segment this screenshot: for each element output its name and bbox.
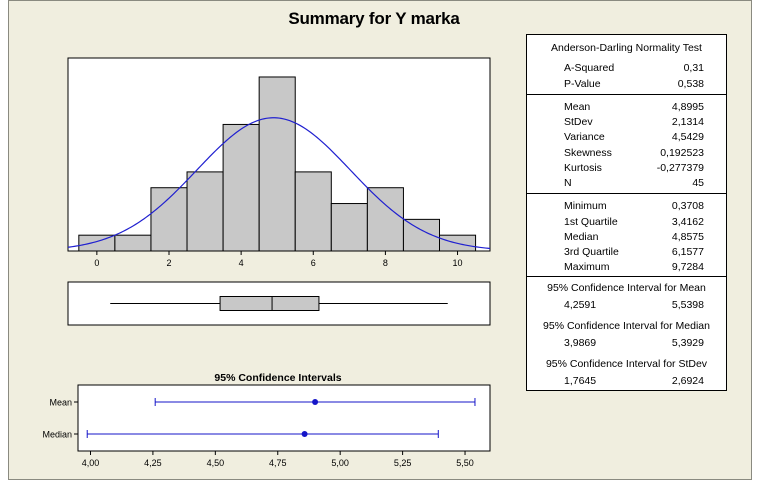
histogram-x-tick-label: 8 [383, 258, 388, 268]
normality-test-section: Anderson-Darling Normality Test A-Square… [527, 35, 726, 94]
ci-median-section: 95% Confidence Interval for Median 3,986… [527, 314, 726, 352]
stat-label: 3rd Quartile [564, 246, 619, 258]
stat-label: Kurtosis [564, 162, 602, 174]
stat-label: N [564, 177, 572, 189]
ci-mean-section: 95% Confidence Interval for Mean 4,2591 … [527, 276, 726, 315]
stat-row: 4,2591 5,5398 [527, 298, 726, 313]
stat-value: 4,5429 [671, 131, 704, 143]
normal-fit-curve [67, 117, 491, 250]
summary-panel: Summary for Y marka 0 2 4 6 8 10 95% Confiden… [8, 0, 752, 480]
histogram-bar [258, 76, 296, 252]
histogram-bar [222, 123, 260, 252]
stat-value: 0,538 [677, 78, 704, 90]
stat-value: 4,8575 [671, 231, 704, 243]
boxplot-chart [67, 281, 491, 326]
stat-row: Maximum 9,7284 [527, 260, 726, 275]
ci-mean-title: 95% Confidence Interval for Mean [547, 282, 706, 294]
ci-chart-title: 95% Confidence Intervals [214, 372, 341, 384]
stat-label: Mean [564, 101, 591, 113]
ci-median-title: 95% Confidence Interval for Median [543, 320, 710, 332]
stat-row: A-Squared 0,31 [527, 61, 726, 76]
stat-value: -0,277379 [656, 162, 704, 174]
ci-x-tick-label: 4,75 [269, 458, 287, 468]
boxplot-box [219, 296, 320, 311]
stat-row: Variance 4,5429 [527, 130, 726, 145]
ci-x-tick-label: 4,50 [207, 458, 225, 468]
ci-x-tick-label: 5,50 [456, 458, 474, 468]
stat-label: Maximum [564, 261, 610, 273]
ci-x-tick-label: 4,00 [82, 458, 100, 468]
stat-value: 0,192523 [660, 147, 704, 159]
histogram-chart: 0 2 4 6 8 10 [67, 57, 491, 268]
stat-row: Mean 4,8995 [527, 100, 726, 115]
quartiles-section: Minimum 0,3708 1st Quartile 3,4162 Media… [527, 193, 726, 277]
histogram-bar [294, 171, 332, 252]
histogram-bar [366, 187, 404, 252]
stat-row: Minimum 0,3708 [527, 199, 726, 214]
stat-label: Variance [564, 131, 605, 143]
ci-center-point [301, 431, 308, 437]
ci-x-tick-label: 5,25 [394, 458, 412, 468]
histogram-x-tick-label: 10 [453, 258, 463, 268]
stat-row: StDev 2,1314 [527, 115, 726, 130]
stat-label: P-Value [564, 78, 601, 90]
histogram-bar [114, 234, 152, 252]
ci-low-value: 4,2591 [564, 299, 597, 311]
ci-x-tick-label: 4,25 [144, 458, 162, 468]
ci-row-label: Median [42, 430, 72, 440]
ci-row-label: Mean [49, 398, 72, 408]
ci-stdev-title: 95% Confidence Interval for StDev [545, 358, 708, 370]
stat-label: 1st Quartile [564, 216, 618, 228]
stat-row: 3,9869 5,3929 [527, 336, 726, 351]
stat-row: P-Value 0,538 [527, 77, 726, 92]
ci-high-value: 5,3929 [671, 337, 704, 349]
stat-value: 3,4162 [671, 216, 704, 228]
stat-row: 1,7645 2,6924 [527, 374, 726, 389]
ci-x-tick-label: 5,00 [331, 458, 349, 468]
stat-label: StDev [564, 116, 593, 128]
stat-row: Kurtosis -0,277379 [527, 161, 726, 176]
histogram-x-tick-label: 0 [94, 258, 99, 268]
ci-plot-area [77, 384, 491, 452]
stat-value: 4,8995 [671, 101, 704, 113]
ci-stdev-section: 95% Confidence Interval for StDev 1,7645… [527, 352, 726, 390]
stat-label: Skewness [564, 147, 612, 159]
ci-high-value: 5,5398 [671, 299, 704, 311]
ci-high-value: 2,6924 [671, 375, 704, 387]
ci-center-point [312, 399, 319, 405]
stat-row: 1st Quartile 3,4162 [527, 215, 726, 230]
stat-row: N 45 [527, 176, 726, 191]
ci-low-value: 3,9869 [564, 337, 597, 349]
stat-row: 3rd Quartile 6,1577 [527, 245, 726, 260]
histogram-x-tick-label: 2 [166, 258, 171, 268]
page-title: Summary for Y marka [288, 9, 460, 28]
stat-value: 9,7284 [671, 261, 704, 273]
charts-area: 0 2 4 6 8 10 95% Confidence Intervals Mean Medi… [42, 57, 491, 468]
histogram-x-tick-label: 6 [311, 258, 316, 268]
stat-value: 0,31 [683, 62, 704, 74]
stat-value: 0,3708 [671, 200, 704, 212]
moments-section: Mean 4,8995 StDev 2,1314 Variance 4,5429… [527, 94, 726, 194]
stat-row: Skewness 0,192523 [527, 146, 726, 161]
stat-value: 2,1314 [671, 116, 704, 128]
stat-value: 45 [692, 177, 704, 189]
stat-row: Median 4,8575 [527, 230, 726, 245]
stat-label: A-Squared [564, 62, 615, 74]
stat-label: Minimum [564, 200, 607, 212]
ci-low-value: 1,7645 [564, 375, 597, 387]
confidence-interval-chart: 95% Confidence Intervals Mean Median 4,00 4,… [42, 372, 491, 468]
histogram-bar [150, 187, 188, 252]
stat-value: 6,1577 [671, 246, 704, 258]
histogram-bar [330, 203, 368, 252]
stats-table: Anderson-Darling Normality Test A-Square… [526, 34, 727, 391]
histogram-bar [186, 171, 224, 252]
ad-title: Anderson-Darling Normality Test [551, 42, 702, 54]
stat-label: Median [564, 231, 599, 243]
histogram-x-tick-label: 4 [239, 258, 244, 268]
histogram-bar [402, 218, 441, 252]
